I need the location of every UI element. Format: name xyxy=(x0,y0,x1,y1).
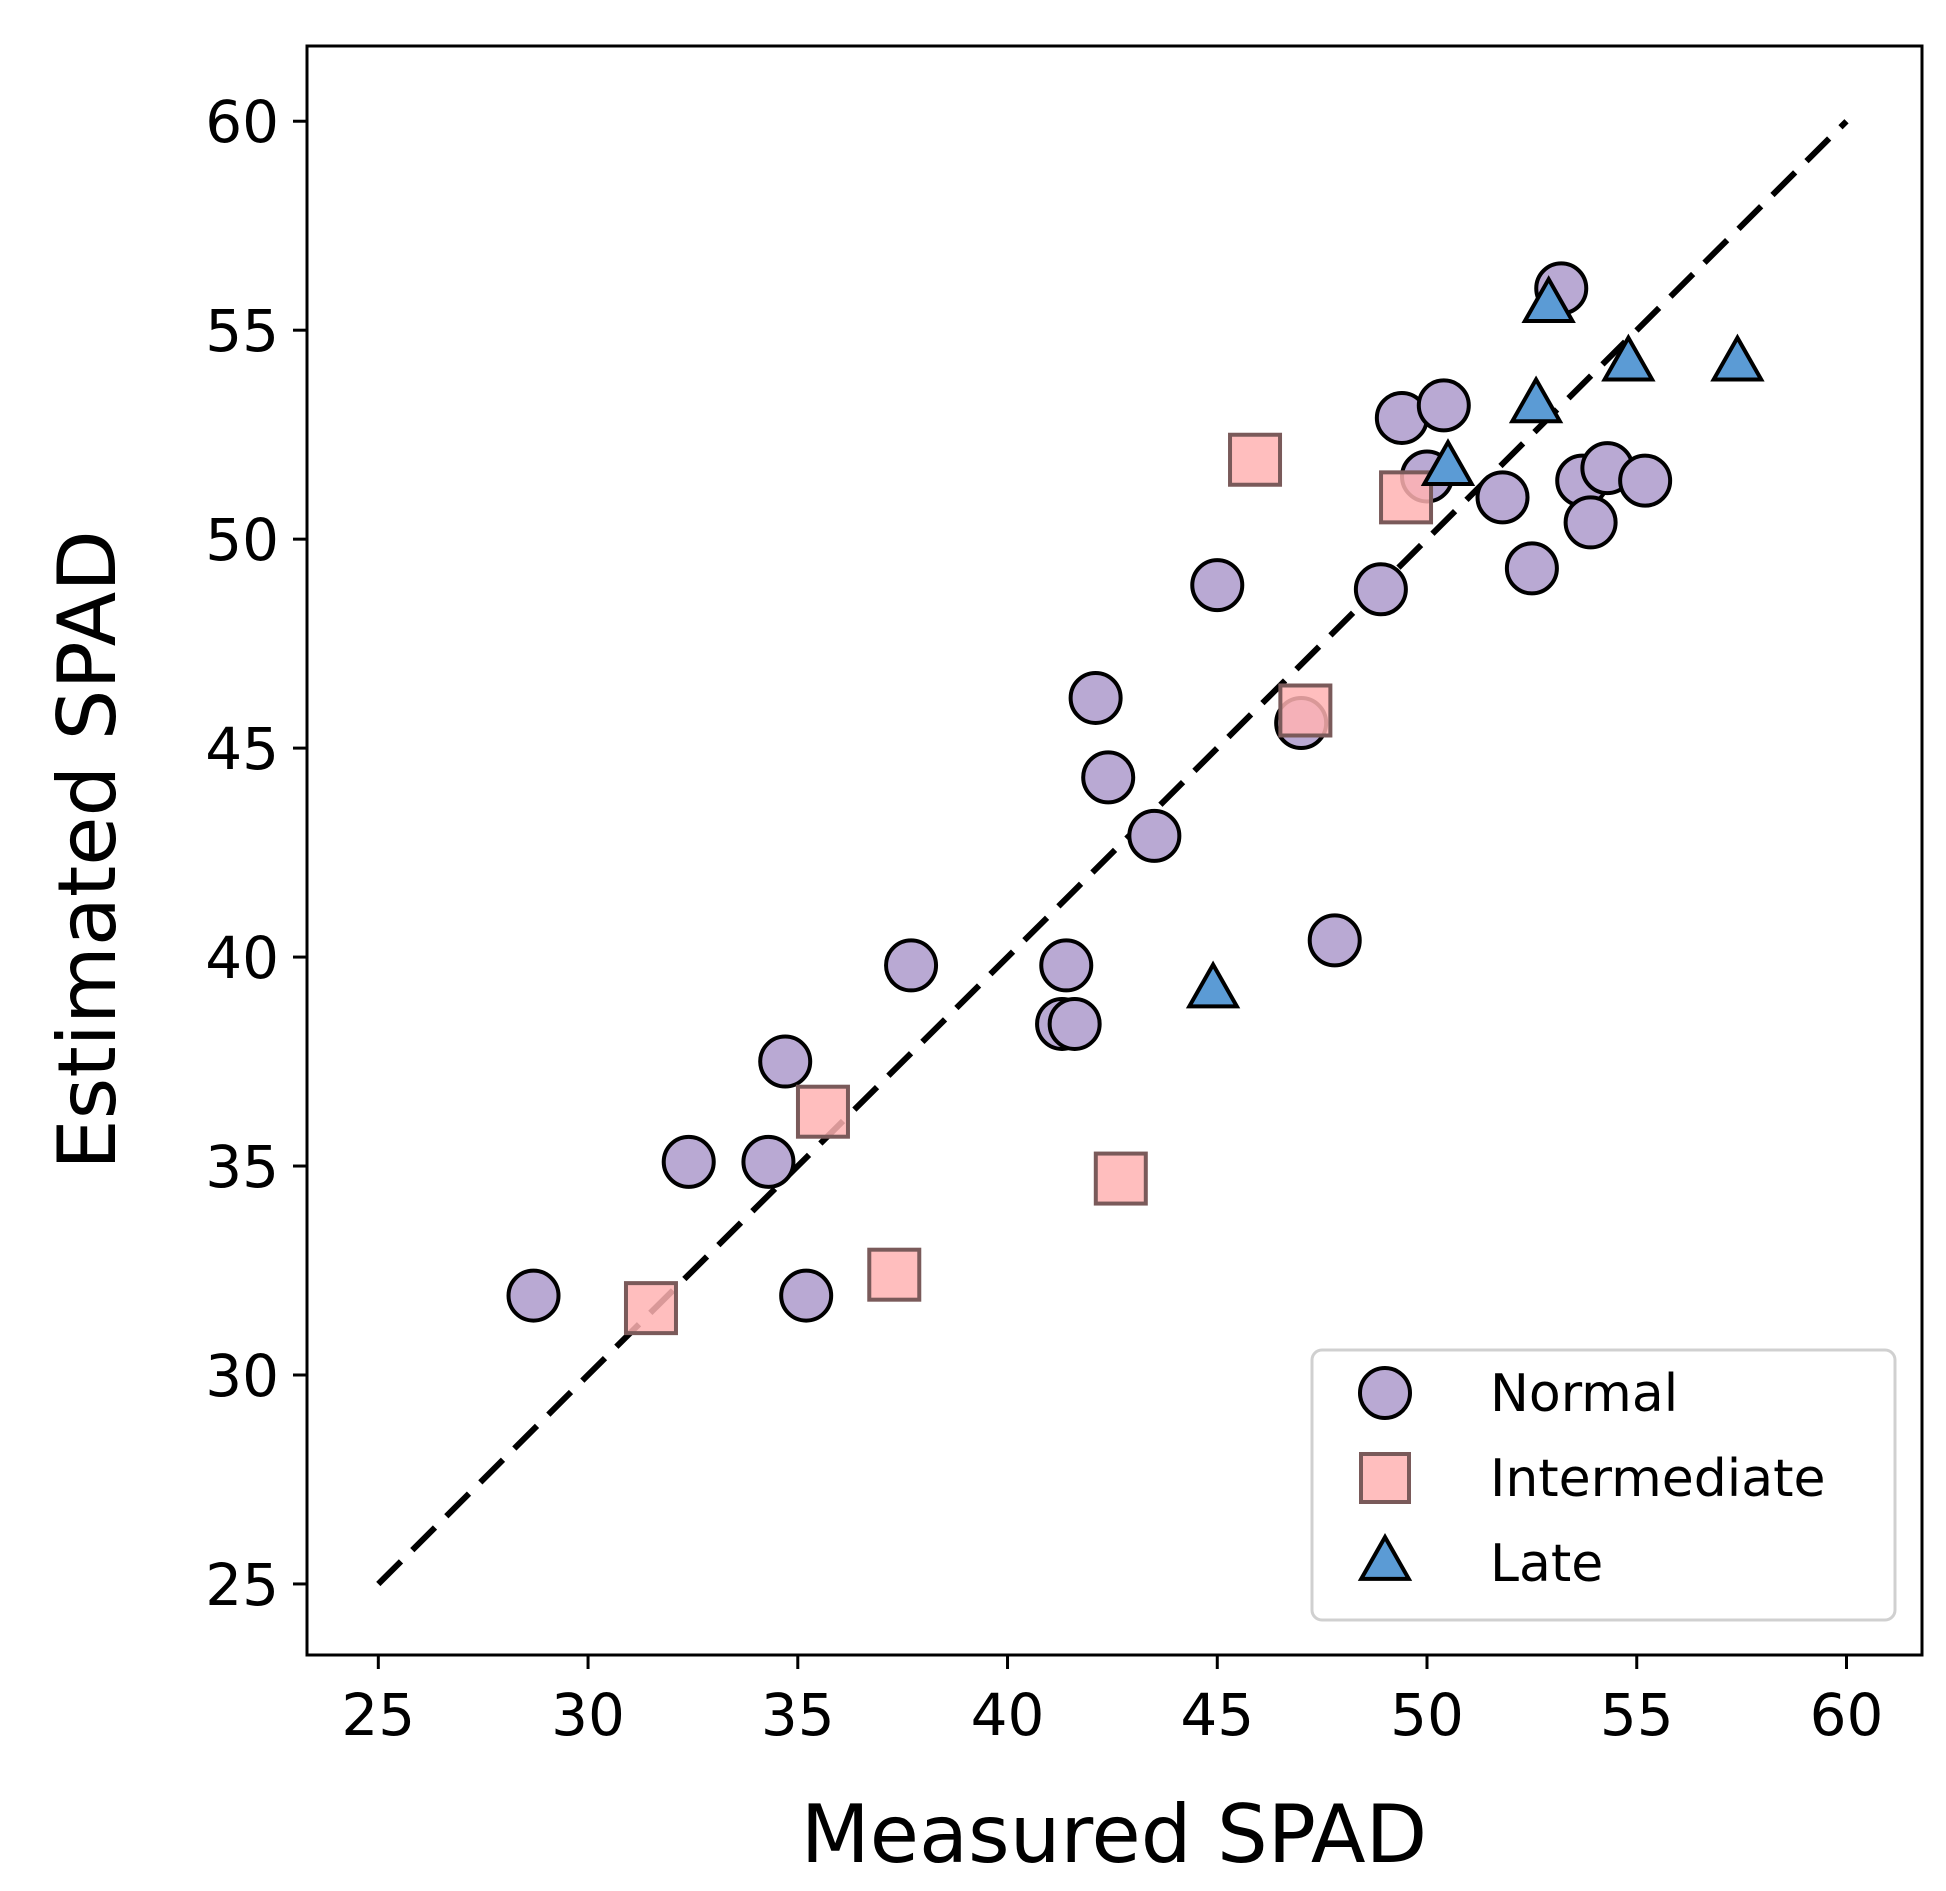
normal-point xyxy=(779,1268,834,1323)
data-points xyxy=(506,261,1765,1336)
reference-line xyxy=(376,119,1849,1587)
intermediate-point xyxy=(867,1247,922,1302)
x-tick-label: 35 xyxy=(761,1681,835,1749)
normal-point xyxy=(1504,541,1559,596)
x-axis-ticks: 25 30 35 40 45 50 55 60 xyxy=(341,1655,1883,1749)
normal-point xyxy=(1416,378,1471,433)
x-tick-label: 45 xyxy=(1180,1681,1254,1749)
late-point xyxy=(1508,375,1564,424)
intermediate-point xyxy=(1379,470,1434,525)
normal-point xyxy=(884,938,939,993)
y-tick-label: 35 xyxy=(205,1133,279,1201)
late-point xyxy=(1420,438,1476,486)
normal-point xyxy=(1047,996,1102,1051)
normal-point xyxy=(1475,470,1530,525)
intermediate-point xyxy=(623,1281,678,1336)
normal-point xyxy=(758,1034,813,1089)
normal-point xyxy=(1563,495,1618,550)
x-tick-label: 40 xyxy=(971,1681,1045,1749)
normal-point xyxy=(1190,558,1245,613)
legend-marker-normal xyxy=(1358,1366,1412,1420)
legend-label-late: Late xyxy=(1490,1534,1603,1594)
intermediate-point xyxy=(1228,432,1283,487)
intermediate-point xyxy=(1093,1151,1148,1206)
normal-point xyxy=(1307,913,1362,968)
intermediate-point xyxy=(795,1084,850,1139)
normal-point xyxy=(1618,453,1673,508)
y-tick-label: 25 xyxy=(205,1551,279,1619)
y-axis-label: Estimated SPAD xyxy=(41,530,134,1170)
x-tick-label: 25 xyxy=(341,1681,415,1749)
normal-point xyxy=(1081,750,1136,805)
plot-area: 25 30 35 40 45 50 55 60 25 30 35 40 45 50 55 60 xyxy=(205,44,1924,1749)
intermediate-point xyxy=(1278,683,1333,738)
x-tick-label: 50 xyxy=(1390,1681,1464,1749)
late-point xyxy=(1185,960,1241,1009)
late-point xyxy=(1601,333,1656,382)
normal-point xyxy=(1353,562,1408,617)
y-tick-label: 55 xyxy=(205,297,279,365)
y-tick-label: 45 xyxy=(205,715,279,783)
normal-point xyxy=(1127,808,1182,863)
late-point xyxy=(1710,333,1765,382)
late-point xyxy=(1521,275,1576,323)
y-tick-label: 30 xyxy=(205,1342,279,1410)
legend-marker-late xyxy=(1357,1533,1413,1581)
x-tick-label: 55 xyxy=(1600,1681,1674,1749)
normal-point xyxy=(1039,938,1094,993)
y-tick-label: 40 xyxy=(205,924,279,992)
legend: Normal Intermediate Late xyxy=(1310,1348,1897,1622)
y-axis-ticks: 25 30 35 40 45 50 55 60 xyxy=(205,88,307,1619)
normal-point xyxy=(741,1134,796,1189)
legend-box xyxy=(1310,1348,1897,1622)
x-tick-label: 30 xyxy=(551,1681,625,1749)
legend-label-normal: Normal xyxy=(1490,1364,1678,1424)
normal-point xyxy=(506,1268,561,1323)
y-tick-label: 60 xyxy=(205,88,279,156)
x-tick-label: 60 xyxy=(1810,1681,1884,1749)
normal-point xyxy=(661,1134,716,1189)
y-tick-label: 50 xyxy=(205,506,279,574)
legend-marker-intermediate xyxy=(1359,1452,1411,1504)
legend-label-intermediate: Intermediate xyxy=(1490,1449,1826,1509)
normal-point xyxy=(1068,670,1123,725)
x-axis-label: Measured SPAD xyxy=(801,1788,1427,1881)
